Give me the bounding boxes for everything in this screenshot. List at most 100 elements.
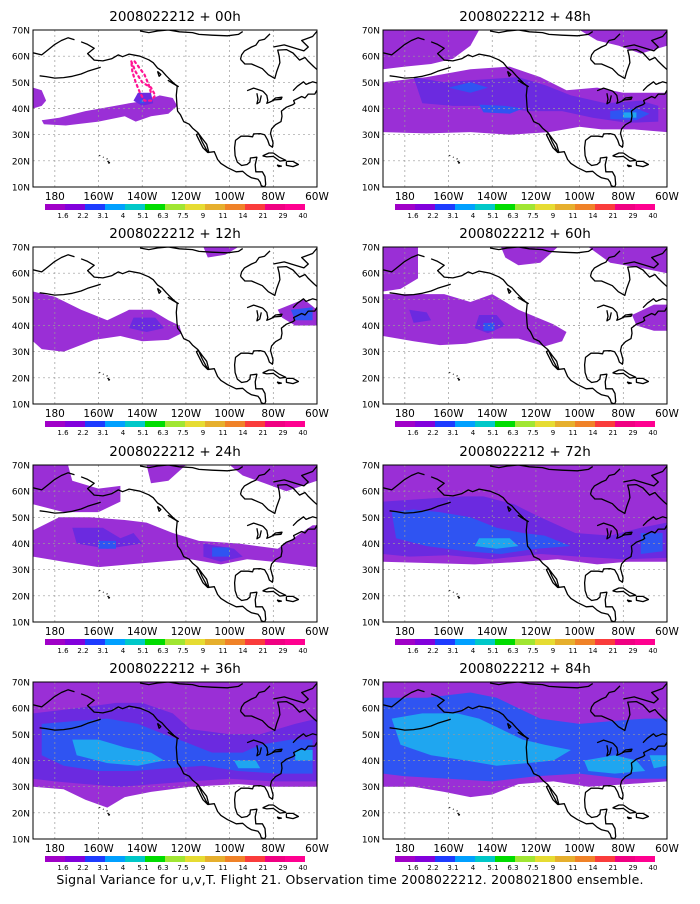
map-panel: 2008022212 + 12h 70N 60N 50N 40N 30N 20N 10N 180… xyxy=(12,226,330,437)
colorbar-swatch xyxy=(575,856,595,862)
lat-label: 70N xyxy=(362,27,380,37)
colorbar-level: 7.5 xyxy=(527,429,538,437)
colorbar-swatch xyxy=(395,421,415,427)
coastline xyxy=(167,514,179,523)
coastline xyxy=(156,70,162,77)
colorbar-level: 3.1 xyxy=(447,647,458,655)
lon-label: 180 xyxy=(395,843,415,855)
coastline xyxy=(596,304,633,321)
colorbar-swatch xyxy=(495,204,515,210)
coastline xyxy=(102,373,105,375)
colorbar-swatch xyxy=(435,639,455,645)
lat-label: 40N xyxy=(362,105,380,115)
colorbar-level: 40 xyxy=(299,864,308,872)
lat-label: 70N xyxy=(12,244,30,254)
colorbar-level: 6.3 xyxy=(507,864,518,872)
colorbar-level: 40 xyxy=(649,429,658,437)
panel-title: 2008022212 + 48h xyxy=(459,9,591,25)
colorbar-swatch xyxy=(205,856,225,862)
lon-label: 140W xyxy=(477,191,508,203)
lon-label: 140W xyxy=(127,408,158,420)
coastline xyxy=(139,682,244,689)
coastline xyxy=(596,87,633,104)
colorbar-swatch xyxy=(475,421,495,427)
colorbar-swatch xyxy=(245,421,265,427)
colorbar-level: 29 xyxy=(629,212,638,220)
coastline xyxy=(452,591,455,593)
lon-label: 180 xyxy=(45,191,65,203)
coastline xyxy=(233,741,317,839)
colorbar-level: 29 xyxy=(629,429,638,437)
colorbar-level: 5.1 xyxy=(487,647,498,655)
colorbar-swatch xyxy=(455,421,475,427)
lon-label: 180 xyxy=(45,408,65,420)
coastline xyxy=(456,375,458,377)
lon-label: 80W xyxy=(261,191,285,203)
variance-contour xyxy=(383,294,567,347)
coastline xyxy=(489,30,594,37)
lat-label: 70N xyxy=(362,679,380,689)
lat-label: 40N xyxy=(12,757,30,767)
colorbar-level: 6.3 xyxy=(507,647,518,655)
colorbar-swatch xyxy=(495,421,515,427)
colorbar-level: 3.1 xyxy=(97,864,108,872)
coastline xyxy=(606,745,612,757)
colorbar-level: 9 xyxy=(201,212,205,220)
lon-label: 100W xyxy=(214,408,245,420)
lat-label: 50N xyxy=(12,296,30,306)
variance-contour xyxy=(479,104,523,114)
coastline xyxy=(506,722,512,729)
colorbar-level: 3.1 xyxy=(97,647,108,655)
colorbar-level: 5.1 xyxy=(487,429,498,437)
lat-label: 50N xyxy=(12,731,30,741)
colorbar-swatch xyxy=(65,856,85,862)
colorbar-swatch xyxy=(45,856,65,862)
coastline xyxy=(457,160,461,164)
lon-label: 120W xyxy=(171,408,202,420)
colorbar-swatch xyxy=(205,204,225,210)
colorbar-level: 1.6 xyxy=(57,864,69,872)
coastline xyxy=(107,812,111,816)
lon-label: 140W xyxy=(477,843,508,855)
colorbar-level: 4 xyxy=(121,212,126,220)
coastline xyxy=(612,804,637,814)
colorbar-level: 40 xyxy=(299,212,308,220)
coastline xyxy=(626,816,633,820)
colorbar-level: 14 xyxy=(239,429,248,437)
colorbar-level: 2.2 xyxy=(427,212,438,220)
colorbar-level: 21 xyxy=(259,429,268,437)
colorbar-swatch xyxy=(185,421,205,427)
panel-title: 2008022212 + 24h xyxy=(109,444,241,460)
colorbar-swatch xyxy=(105,856,125,862)
colorbar-level: 11 xyxy=(569,212,578,220)
lon-label: 80W xyxy=(611,843,635,855)
lon-label: 60W xyxy=(655,191,679,203)
lat-label: 40N xyxy=(12,322,30,332)
coastline xyxy=(285,812,300,820)
lon-label: 80W xyxy=(261,408,285,420)
coastline xyxy=(156,505,162,512)
coastline xyxy=(457,377,461,381)
lat-label: 40N xyxy=(12,540,30,550)
colorbar-swatch xyxy=(555,204,575,210)
coastline xyxy=(246,522,283,539)
colorbar-level: 11 xyxy=(569,647,578,655)
coastline xyxy=(262,152,287,162)
coastline xyxy=(240,483,317,527)
lat-label: 60N xyxy=(362,488,380,498)
lon-label: 120W xyxy=(521,843,552,855)
map-panel: 2008022212 + 60h 70N 60N 50N 40N 30N 20N 10N 180… xyxy=(362,226,680,437)
coastline xyxy=(167,296,179,305)
lon-label: 80W xyxy=(611,626,635,638)
coastline xyxy=(167,731,179,740)
map-area xyxy=(383,247,667,404)
lat-label: 70N xyxy=(362,244,380,254)
coastline xyxy=(107,160,111,164)
coastline xyxy=(262,587,287,597)
lon-label: 120W xyxy=(171,191,202,203)
colorbar-swatch xyxy=(415,421,435,427)
panel-title: 2008022212 + 60h xyxy=(459,226,591,242)
lat-label: 10N xyxy=(362,619,380,629)
colorbar-swatch xyxy=(615,421,635,427)
lat-label: 50N xyxy=(12,79,30,89)
